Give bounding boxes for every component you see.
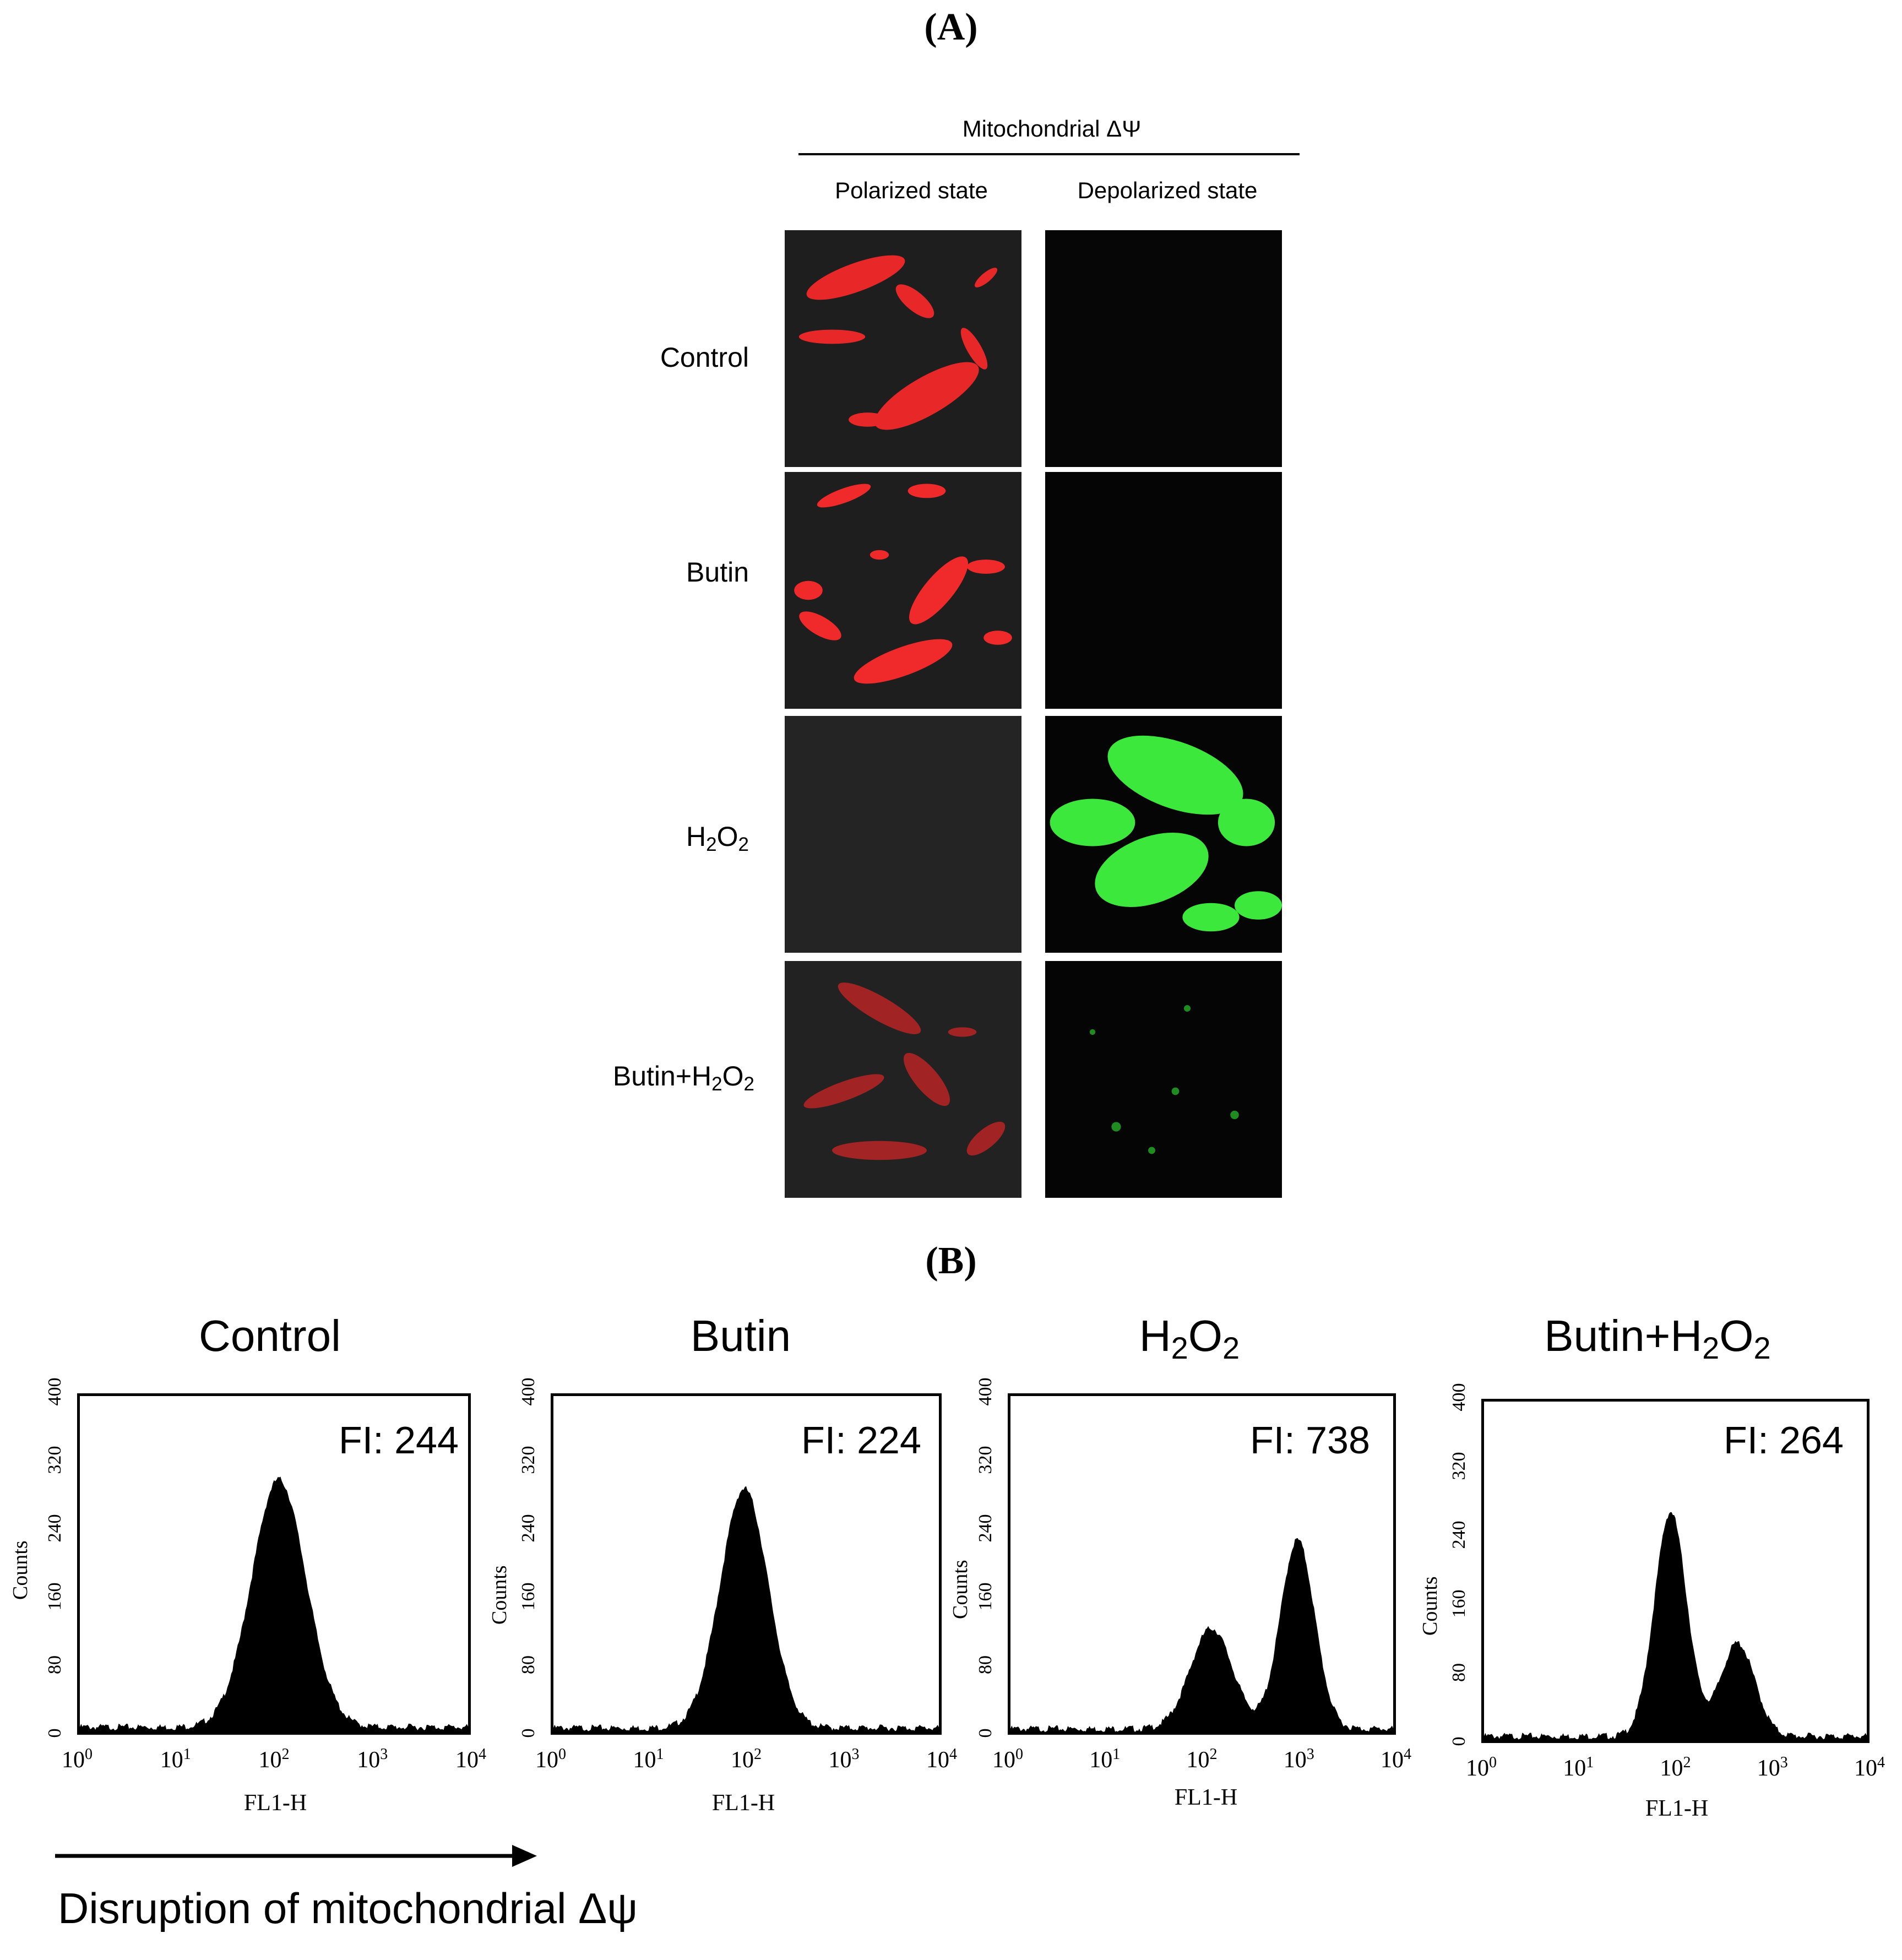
panel-b-label: (B) (925, 1240, 977, 1282)
y-tick-label: 320 (518, 1446, 539, 1474)
y-tick-label: 160 (1449, 1589, 1469, 1618)
image-butin-h2o2-depolarized (1045, 961, 1282, 1198)
y-tick-label: 400 (45, 1377, 65, 1406)
y-axis-label-control: Counts (9, 1540, 32, 1600)
y-tick-label: 400 (975, 1377, 996, 1406)
x-tick-label: 101 (633, 1746, 664, 1773)
y-tick-label: 160 (518, 1582, 539, 1611)
fi-label-butin-h2o2: FI: 264 (1724, 1419, 1844, 1462)
histogram-title-butin: Butin (690, 1311, 791, 1360)
y-tick-label: 240 (1449, 1521, 1469, 1549)
y-tick-label: 240 (518, 1514, 539, 1543)
x-tick-label: 100 (1466, 1754, 1497, 1781)
y-tick-label: 160 (45, 1582, 65, 1611)
y-tick-label: 400 (518, 1377, 539, 1406)
fi-label-butin: FI: 224 (801, 1419, 921, 1462)
row-label-h2o2: H2O2 (686, 821, 749, 855)
image-control-polarized (785, 230, 1021, 467)
y-tick-label: 160 (975, 1582, 996, 1611)
x-tick-label: 101 (160, 1746, 191, 1773)
y-tick-label: 80 (975, 1655, 996, 1674)
x-tick-label: 103 (357, 1746, 388, 1773)
image-butin-polarized (785, 472, 1021, 709)
y-axis-label-h2o2: Counts (949, 1560, 972, 1619)
row-label-butin: Butin (686, 557, 749, 588)
x-axis-label-butin-h2o2: FL1-H (1645, 1796, 1709, 1821)
histogram-area (1010, 1538, 1393, 1732)
image-h2o2-depolarized (1045, 716, 1282, 953)
x-tick-label: 104 (926, 1746, 957, 1773)
disruption-caption: Disruption of mitochondrial Δψ (58, 1884, 638, 1932)
x-tick-label: 104 (1381, 1746, 1411, 1773)
x-tick-label: 102 (731, 1746, 762, 1773)
y-axis-label-butin-h2o2: Counts (1419, 1576, 1442, 1636)
x-tick-label: 100 (62, 1746, 93, 1773)
image-butin-h2o2-polarized (785, 961, 1021, 1198)
y-tick-label: 240 (45, 1514, 65, 1543)
fi-label-control: FI: 244 (339, 1419, 459, 1462)
histogram-title-control: Control (199, 1311, 341, 1360)
histogram-control (77, 1393, 471, 1735)
image-butin-depolarized (1045, 472, 1282, 709)
x-tick-label: 102 (1660, 1754, 1691, 1781)
histogram-area (80, 1476, 468, 1732)
x-tick-label: 103 (1283, 1746, 1314, 1773)
mitochondrial-header: Mitochondrial ΔΨ (962, 116, 1142, 142)
y-tick-label: 240 (975, 1514, 996, 1543)
fi-label-h2o2: FI: 738 (1250, 1419, 1370, 1462)
row-label-control: Control (660, 342, 749, 373)
x-tick-label: 104 (455, 1746, 486, 1773)
histogram-title-h2o2: H2O2 (1139, 1311, 1240, 1365)
x-tick-label: 100 (535, 1746, 566, 1773)
x-tick-label: 100 (992, 1746, 1023, 1773)
y-tick-label: 80 (45, 1655, 65, 1674)
x-axis-label-control: FL1-H (243, 1790, 307, 1816)
x-tick-label: 104 (1854, 1754, 1885, 1781)
y-tick-label: 80 (518, 1655, 539, 1674)
y-tick-label: 400 (1449, 1383, 1469, 1411)
x-axis-label-h2o2: FL1-H (1174, 1785, 1238, 1810)
image-control-depolarized (1045, 230, 1282, 467)
x-axis-label-butin: FL1-H (711, 1790, 775, 1816)
histogram-title-butin-h2o2: Butin+H2O2 (1544, 1311, 1771, 1365)
panel-a-label: (A) (924, 6, 978, 48)
histogram-area (553, 1486, 939, 1732)
x-tick-label: 101 (1563, 1754, 1594, 1781)
x-tick-label: 103 (828, 1746, 860, 1773)
histogram-butin-h2o2 (1481, 1399, 1870, 1743)
x-tick-label: 102 (258, 1746, 290, 1773)
column-title-polarized: Polarized state (835, 177, 988, 203)
header-divider (798, 153, 1300, 155)
y-axis-label-butin: Counts (488, 1565, 511, 1625)
y-tick-label: 320 (1449, 1452, 1469, 1480)
histogram-butin (551, 1393, 942, 1735)
image-h2o2-polarized (785, 716, 1021, 953)
histogram-area (1484, 1512, 1867, 1740)
row-label-butin-h2o2: Butin+H2O2 (612, 1061, 754, 1095)
y-tick-label: 320 (45, 1446, 65, 1474)
y-tick-label: 80 (1449, 1663, 1469, 1682)
histogram-h2o2 (1008, 1393, 1396, 1735)
y-tick-label: 320 (975, 1446, 996, 1474)
x-tick-label: 101 (1089, 1746, 1121, 1773)
column-title-depolarized: Depolarized state (1077, 177, 1258, 203)
x-tick-label: 102 (1186, 1746, 1218, 1773)
disruption-arrow (55, 1845, 537, 1867)
x-tick-label: 103 (1757, 1754, 1788, 1781)
